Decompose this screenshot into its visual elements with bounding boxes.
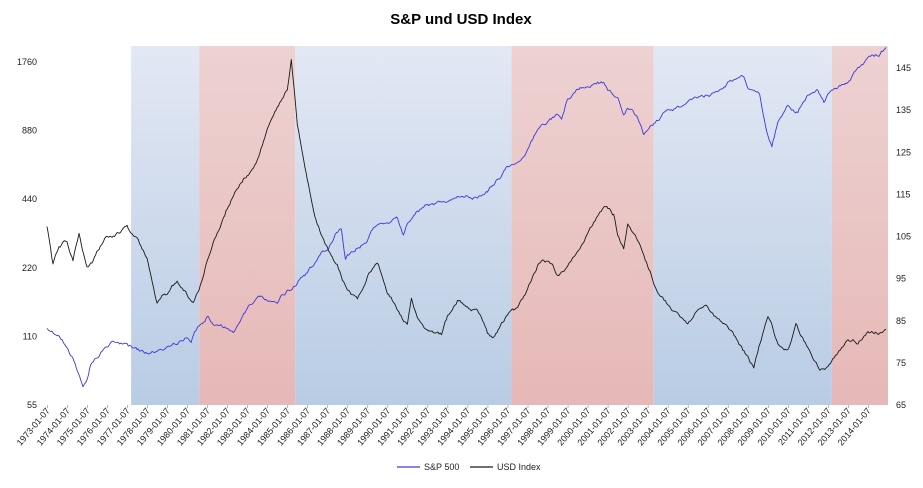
right-tick-label: 95: [896, 274, 906, 284]
right-tick-label: 125: [896, 147, 911, 157]
right-tick-label: 115: [896, 189, 910, 199]
left-tick-label: 55: [27, 400, 37, 410]
series-line-sp500: [46, 47, 887, 388]
regime-band-red-6: [831, 46, 888, 405]
regime-bands: [131, 46, 888, 405]
left-tick-label: 880: [22, 126, 37, 136]
series-lines: [46, 47, 887, 388]
right-tick-label: 75: [896, 358, 906, 368]
left-tick-label: 110: [23, 331, 37, 341]
chart-title: S&P und USD Index: [390, 11, 532, 28]
series-line-usd-index: [46, 58, 887, 371]
left-tick-label: 440: [22, 194, 37, 204]
right-tick-label: 85: [896, 316, 906, 326]
legend-label-usd-index: USD Index: [497, 462, 541, 472]
left-tick-label: 1760: [17, 57, 37, 67]
legend: S&P 500 USD Index: [397, 462, 541, 472]
right-tick-label: 135: [896, 105, 911, 115]
right-tick-label: 145: [896, 63, 911, 73]
regime-band-blue-1: [131, 46, 200, 405]
regime-band-red-4: [511, 46, 654, 405]
right-tick-label: 65: [896, 400, 906, 410]
legend-label-sp500: S&P 500: [424, 462, 459, 472]
regime-band-blue-3: [295, 46, 512, 405]
right-tick-label: 105: [896, 232, 911, 242]
left-tick-label: 220: [22, 263, 37, 273]
regime-band-red-2: [199, 46, 296, 405]
